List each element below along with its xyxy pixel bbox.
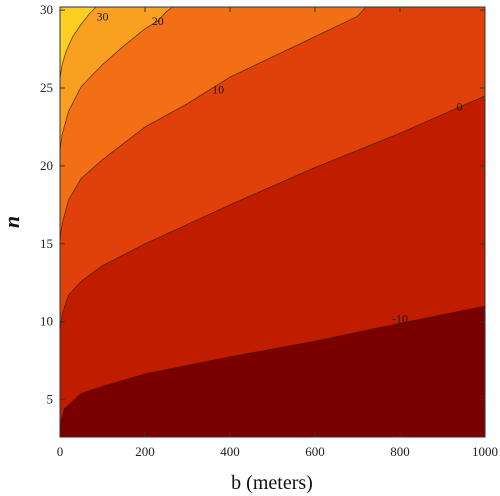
x-tick-label: 1000	[472, 444, 498, 459]
x-tick-label: 400	[220, 444, 240, 459]
x-tick-label: 200	[135, 444, 155, 459]
y-axis-title: n	[0, 216, 24, 228]
y-tick-label: 10	[40, 314, 53, 329]
contour-line-30	[60, 7, 97, 79]
y-tick-label: 5	[47, 392, 54, 407]
y-tick-label: 15	[40, 236, 53, 251]
y-tick-label: 30	[40, 2, 53, 17]
contour-line-0	[60, 95, 485, 330]
y-tick-label: 20	[40, 158, 53, 173]
plot-frame	[59, 6, 486, 438]
x-tick-label: 800	[390, 444, 410, 459]
contour-lines	[60, 7, 485, 425]
contour-region--10	[60, 306, 485, 437]
contour-line-20	[60, 7, 173, 151]
y-tick-label: 25	[40, 80, 53, 95]
x-tick-label: 600	[305, 444, 325, 459]
contour-line-10	[60, 7, 367, 240]
contour-label-20: 20	[152, 14, 164, 28]
contour-regions	[60, 7, 485, 437]
contour-line--10	[60, 305, 485, 425]
contour-label-10: 10	[212, 83, 224, 97]
contour-label-30: 30	[97, 9, 109, 23]
x-tick-label: 0	[57, 444, 64, 459]
contour-label--10: -10	[392, 312, 408, 326]
contour-labels: 30 20 10 0 -10	[97, 9, 463, 325]
x-axis-title: b (meters)	[231, 472, 313, 494]
contour-label-0: 0	[457, 100, 463, 114]
